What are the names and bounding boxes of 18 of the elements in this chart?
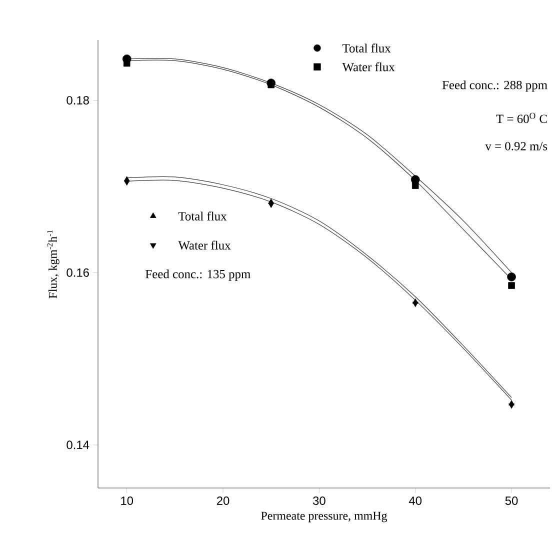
- y-tick-label: 0.16: [66, 268, 89, 277]
- x-tick-label: 30: [312, 496, 326, 505]
- legend-label: Water flux: [342, 62, 395, 72]
- x-axis-title: Permeate pressure, mmHg: [261, 512, 388, 522]
- annotation: Feed conc.: 135 ppm: [146, 270, 250, 281]
- x-tick-label: 50: [505, 496, 518, 505]
- x-tick-label: 40: [408, 496, 422, 505]
- y-tick-label: 0.18: [66, 96, 89, 105]
- annotation: Feed conc.: 288 ppm: [442, 80, 548, 92]
- legend-label: Total flux: [178, 212, 227, 221]
- x-tick-label: 10: [121, 496, 134, 505]
- legend-label: Water flux: [178, 240, 231, 250]
- y-axis-title: Flux, kgm$^{-2}$h$^{-1}$: [47, 230, 60, 298]
- annotation: v = 0.92 m/s: [485, 142, 548, 150]
- y-tick-label: 0.14: [66, 440, 90, 450]
- x-tick-label: 20: [216, 496, 230, 505]
- legend-label: Total flux: [342, 44, 391, 53]
- annotation: T = 60$^{O}$ C: [496, 112, 547, 124]
